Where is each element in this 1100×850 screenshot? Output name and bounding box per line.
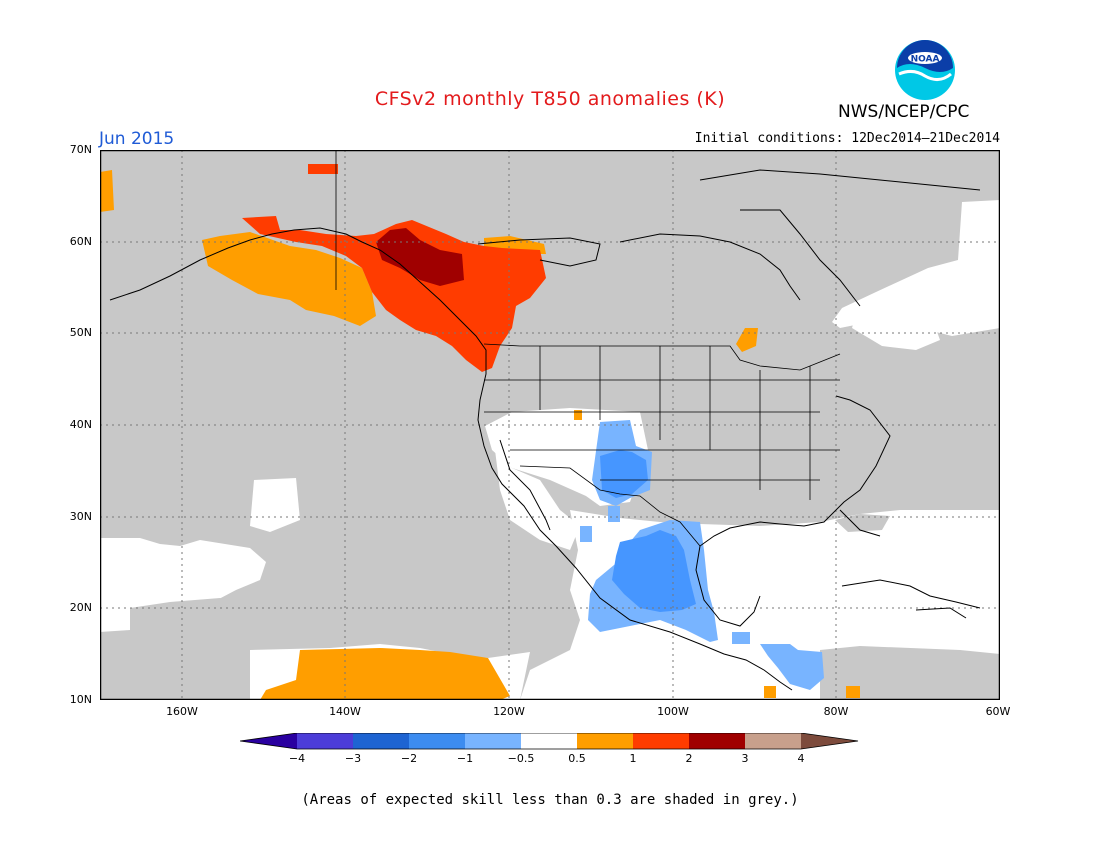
coastline-baja (499, 439, 551, 531)
lon-label-80w: 80W (823, 705, 849, 718)
white-region-baja (495, 450, 580, 550)
warm-anomaly-red (242, 164, 546, 372)
graticule (100, 150, 1000, 700)
blue-central-mexico (612, 530, 696, 612)
blue-new-mexico (600, 450, 648, 498)
coastline-pacific (109, 227, 793, 691)
lon-label-60w: 60W (985, 705, 1011, 718)
colorbar-segment-gt-4 (801, 733, 858, 749)
border-us-canada (483, 343, 841, 371)
border-us-mexico (519, 465, 701, 547)
warm-anomaly-orange (100, 170, 860, 700)
lon-label-100w: 100W (657, 705, 689, 718)
orange-utah (574, 410, 582, 420)
lon-label-160w: 160W (166, 705, 198, 718)
colorbar-label-2: 2 (685, 752, 693, 765)
white-region-hawaii-north (250, 478, 300, 532)
anomaly-map (100, 150, 1000, 700)
colorbar-segment-1-2 (633, 733, 689, 749)
cool-anomaly-blue (600, 450, 696, 612)
white-region-quebec (852, 298, 940, 350)
lat-label-40n: 40N (69, 418, 92, 431)
map-title: CFSv2 monthly T850 anomalies (K) (374, 88, 726, 110)
coastline-us-east-gulf (695, 395, 891, 627)
orange-great-lakes (736, 328, 758, 352)
colorbar-label-neg1: −1 (456, 752, 474, 765)
colorbar-label-3: 3 (741, 752, 749, 765)
colorbar-label-0-5: 0.5 (568, 752, 586, 765)
coastline-canada-north (477, 237, 601, 267)
colorbar-segment-neg2-neg1 (409, 733, 465, 749)
borders-states-horizontal (484, 379, 840, 481)
colorbar-segment-2-3 (689, 733, 745, 749)
orange-caribbean-dot-1 (764, 686, 776, 698)
lightblue-chihuahua (608, 506, 620, 522)
orange-tropical-pacific (260, 648, 510, 700)
colorbar-label-neg4: −4 (288, 752, 306, 765)
colorbar-segment-3-4 (745, 733, 801, 749)
orange-gulf-of-alaska (202, 232, 376, 326)
coastline-cuba (841, 579, 981, 609)
lon-label-140w: 140W (329, 705, 361, 718)
colorbar-label-1: 1 (629, 752, 637, 765)
colorbar-segment-0-5-1 (577, 733, 633, 749)
coastlines (109, 169, 981, 691)
colorbar-label-4: 4 (797, 752, 805, 765)
colorbar-segment-lt-neg4 (240, 733, 297, 749)
lightblue-sonora (580, 526, 592, 542)
lat-label-60n: 60N (69, 235, 92, 248)
orange-chukotka (100, 170, 114, 212)
colorbar-segment-neg3-neg2 (353, 733, 409, 749)
colorbar-segment-neg4-neg3 (297, 733, 353, 749)
map-frame (100, 150, 1000, 700)
initial-conditions-label: Initial conditions: 12Dec2014–21Dec2014 (694, 131, 1000, 146)
noaa-logo: NOAA (893, 38, 957, 102)
coastline-hispaniola (915, 607, 967, 619)
lat-label-70n: 70N (69, 143, 92, 156)
lightblue-yucatan (732, 632, 750, 644)
coastline-arctic-islands (699, 169, 981, 191)
red-arctic-patch (308, 164, 338, 174)
political-borders (335, 150, 841, 547)
lat-label-30n: 30N (69, 510, 92, 523)
noaa-logo-icon: NOAA (895, 40, 955, 100)
coastline-labrador (740, 209, 861, 307)
lat-label-10n: 10N (69, 693, 92, 706)
red-bc-alaska-panhandle (242, 216, 546, 372)
borders-states-vertical (539, 346, 811, 500)
colorbar-label-neg3: −3 (344, 752, 362, 765)
grey-patch-pacific-west (130, 598, 252, 642)
lat-label-20n: 20N (69, 601, 92, 614)
agency-label: NWS/NCEP/CPC (838, 102, 970, 122)
colorbar-segment-neg1-neg0-5 (465, 733, 521, 749)
colorbar-label-neg0-5: −0.5 (507, 752, 535, 765)
colorbar (240, 733, 859, 750)
coastline-hudson-bay (619, 233, 801, 301)
lon-label-120w: 120W (493, 705, 525, 718)
darkred-northern-bc (376, 228, 464, 286)
warm-anomaly-darkred (376, 228, 464, 286)
lat-label-50n: 50N (69, 326, 92, 339)
skill-footnote: (Areas of expected skill less than 0.3 a… (301, 792, 799, 808)
logo-text: NOAA (911, 55, 940, 65)
valid-month-label: Jun 2015 (99, 129, 175, 149)
colorbar-label-neg2: −2 (400, 752, 418, 765)
grey-patch-caribbean (820, 646, 1000, 700)
colorbar-segment-neg0-5-0-5 (521, 733, 577, 749)
lightblue-central-america (760, 644, 824, 690)
orange-caribbean-dot-2 (846, 686, 860, 698)
colorbar-outline (240, 733, 859, 750)
coastline-florida (839, 509, 881, 537)
